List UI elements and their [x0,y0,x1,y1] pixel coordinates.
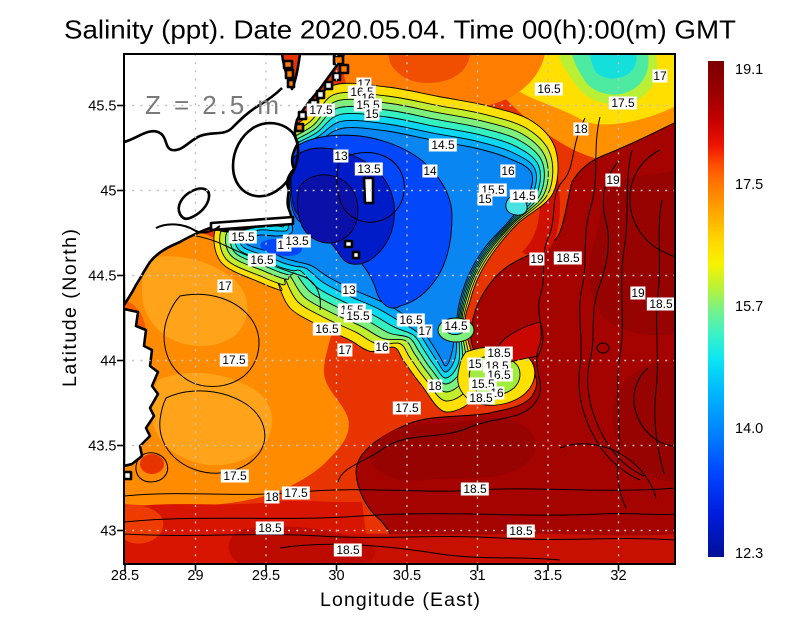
svg-text:43.5: 43.5 [88,439,116,455]
svg-text:29: 29 [187,568,203,584]
svg-text:19.1: 19.1 [735,62,763,78]
svg-text:45.5: 45.5 [88,99,116,115]
svg-text:13.5: 13.5 [285,234,309,248]
svg-text:Z = 2.5 m: Z = 2.5 m [145,90,279,120]
svg-text:17: 17 [418,324,432,338]
svg-text:16.5: 16.5 [315,322,339,336]
svg-text:43: 43 [100,524,116,540]
svg-text:17: 17 [338,343,352,357]
svg-text:31: 31 [469,568,485,584]
svg-text:15.5: 15.5 [471,377,495,391]
svg-text:16: 16 [501,164,515,178]
svg-text:17.5: 17.5 [611,96,635,110]
svg-text:29.5: 29.5 [252,568,280,584]
svg-text:13.5: 13.5 [357,162,381,176]
svg-text:15.5: 15.5 [231,230,255,244]
svg-text:16.5: 16.5 [399,313,423,327]
svg-text:14.5: 14.5 [431,138,455,152]
svg-text:18: 18 [265,490,279,504]
svg-text:18.5: 18.5 [556,251,580,265]
svg-text:18.5: 18.5 [336,543,360,557]
svg-text:Longitude (East): Longitude (East) [320,589,480,611]
svg-text:44.5: 44.5 [88,269,116,285]
svg-text:16.5: 16.5 [250,253,274,267]
svg-text:14: 14 [423,164,437,178]
svg-text:15.7: 15.7 [735,299,763,315]
svg-text:18.5: 18.5 [258,521,282,535]
svg-text:45: 45 [100,184,116,200]
svg-text:18: 18 [428,379,442,393]
svg-text:17.5: 17.5 [284,486,308,500]
svg-text:16.5: 16.5 [537,82,561,96]
svg-text:16: 16 [375,340,389,354]
svg-text:17.5: 17.5 [395,401,419,415]
svg-text:30: 30 [328,568,344,584]
svg-text:19: 19 [606,173,620,187]
svg-text:13: 13 [342,283,356,297]
svg-text:14.5: 14.5 [512,189,536,203]
svg-text:44: 44 [100,354,116,370]
svg-text:15.5: 15.5 [346,309,370,323]
svg-text:32: 32 [610,568,626,584]
svg-text:17.5: 17.5 [223,469,247,483]
svg-text:19: 19 [631,286,645,300]
svg-text:28.5: 28.5 [111,568,139,584]
svg-text:18.5: 18.5 [463,482,487,496]
svg-text:14.0: 14.0 [735,421,763,437]
svg-text:31.5: 31.5 [534,568,562,584]
svg-text:Salinity (ppt). Date 2020.05.0: Salinity (ppt). Date 2020.05.04. Time 00… [64,15,736,45]
svg-text:17: 17 [653,69,667,83]
svg-text:30.5: 30.5 [393,568,421,584]
svg-text:14.5: 14.5 [444,319,468,333]
svg-text:17.5: 17.5 [309,103,333,117]
svg-text:18.5: 18.5 [509,524,533,538]
svg-text:17.5: 17.5 [222,353,246,367]
svg-text:18: 18 [574,122,588,136]
svg-text:19: 19 [530,252,544,266]
svg-text:17: 17 [218,279,232,293]
svg-text:17.5: 17.5 [735,177,763,193]
svg-text:18.5: 18.5 [649,297,673,311]
svg-text:15: 15 [468,357,482,371]
svg-text:13: 13 [334,149,348,163]
svg-text:18.5: 18.5 [469,391,493,405]
svg-text:15: 15 [478,192,492,206]
svg-text:15: 15 [365,107,379,121]
svg-text:12.3: 12.3 [735,546,763,562]
svg-text:Latitude (North): Latitude (North) [59,229,81,387]
svg-text:18.5: 18.5 [487,346,511,360]
